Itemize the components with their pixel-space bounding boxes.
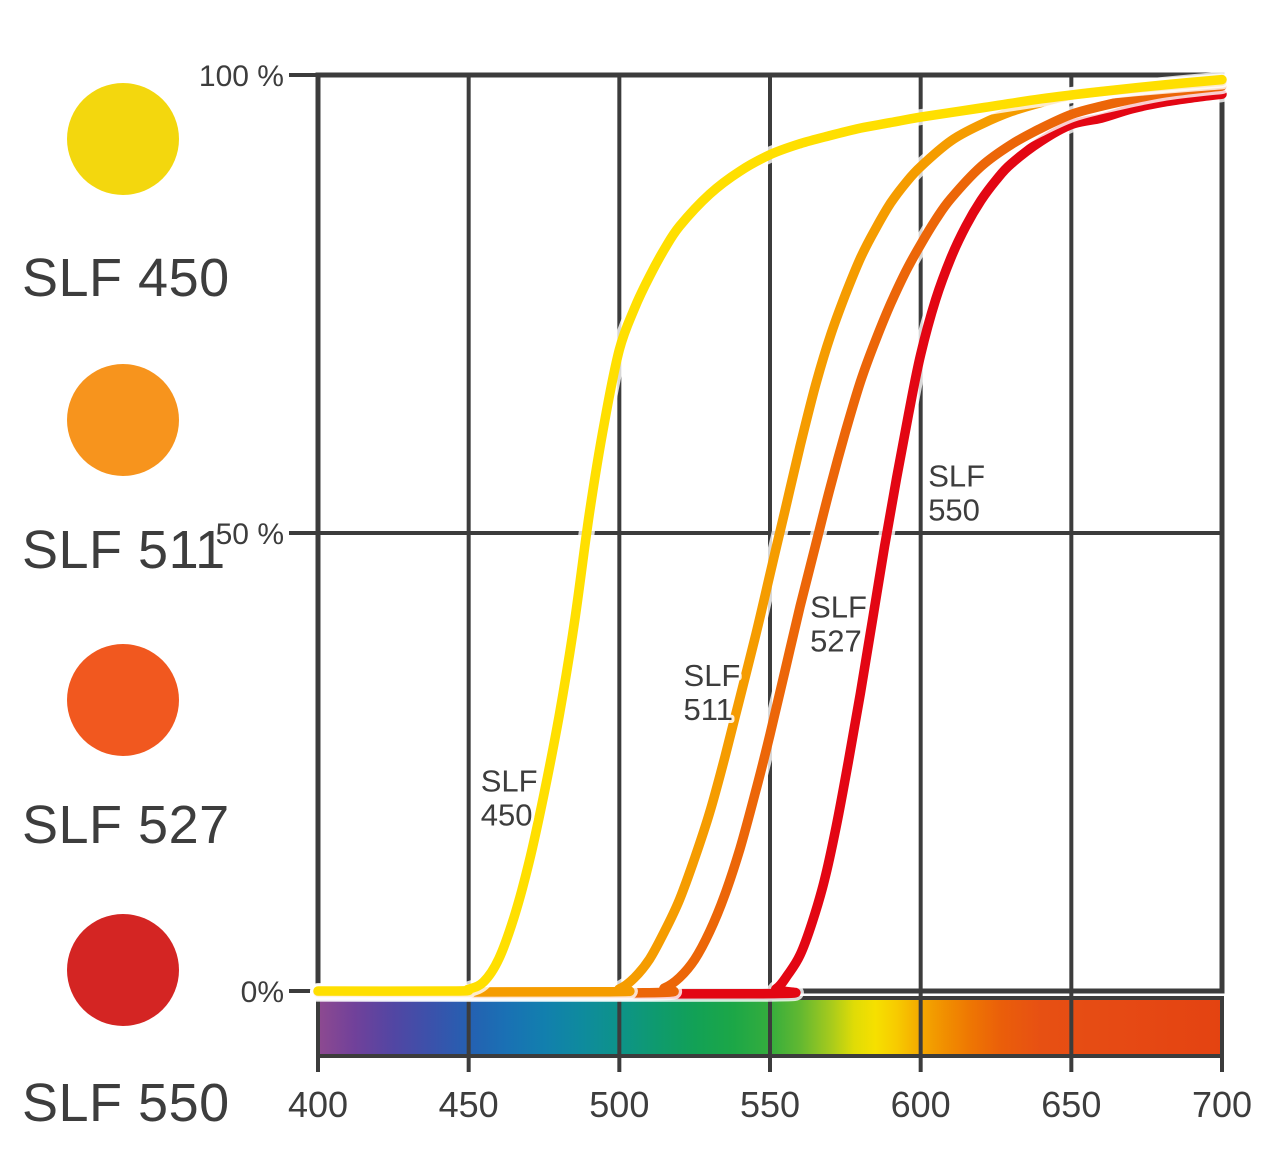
legend-swatch-slf-450: [67, 83, 179, 195]
x-axis-tick-label: 650: [1041, 1084, 1101, 1125]
curve-slf-511: [313, 76, 1227, 997]
legend-swatch-slf-550: [67, 914, 179, 1026]
legend-label-slf-511: SLF 511: [22, 520, 226, 580]
curve-annotation-slf-511: SLF 511: [684, 658, 741, 727]
curve-annotation-slf-450: SLF 450: [481, 764, 538, 833]
y-axis-tick-label: 50 %: [216, 518, 284, 551]
x-axis-tick-label: 700: [1192, 1084, 1252, 1125]
legend-swatch-slf-511: [67, 364, 179, 476]
curve-annotation-slf-527: SLF 527: [810, 590, 867, 659]
x-axis-tick-label: 450: [439, 1084, 499, 1125]
x-axis-tick-label: 400: [288, 1084, 348, 1125]
legend-label-slf-550: SLF 550: [22, 1073, 230, 1133]
curve-annotation-slf-550: SLF 550: [928, 459, 985, 528]
y-axis-tick-label: 0%: [241, 976, 284, 1009]
x-axis-tick-label: 600: [891, 1084, 951, 1125]
y-axis-tick-label: 100 %: [199, 60, 284, 93]
curve-slf-527: [313, 81, 1227, 998]
legend-label-slf-450: SLF 450: [22, 248, 230, 308]
legend-swatch-slf-527: [67, 644, 179, 756]
x-axis-tick-label: 550: [740, 1084, 800, 1125]
x-axis-tick-label: 500: [589, 1084, 649, 1125]
curve-slf-450: [313, 74, 1227, 996]
legend-label-slf-527: SLF 527: [22, 795, 230, 855]
curve-slf-550: [313, 89, 1227, 999]
